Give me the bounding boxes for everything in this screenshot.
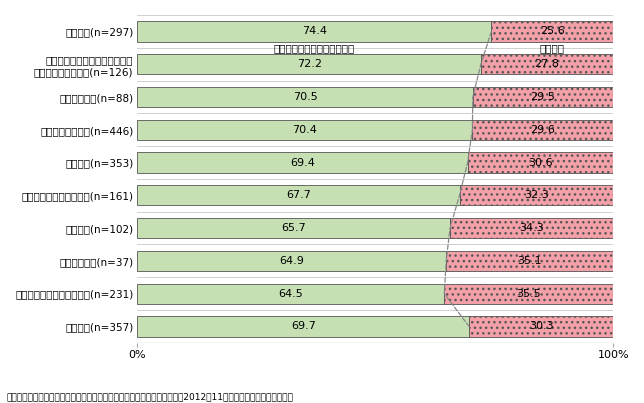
Bar [491, 21, 613, 42]
Text: 34.3: 34.3 [519, 223, 544, 233]
Text: 35.1: 35.1 [517, 256, 542, 266]
Text: 30.6: 30.6 [528, 158, 553, 168]
Bar [468, 152, 613, 173]
Bar [137, 218, 450, 238]
Bar [137, 185, 460, 206]
Text: 72.2: 72.2 [297, 59, 321, 69]
Bar [469, 316, 613, 337]
Text: 69.4: 69.4 [290, 158, 315, 168]
Bar [137, 54, 481, 74]
Text: 69.7: 69.7 [291, 322, 316, 331]
Text: 特にない: 特にない [540, 43, 565, 53]
Bar [137, 21, 491, 42]
Text: 27.8: 27.8 [535, 59, 560, 69]
Text: 67.7: 67.7 [286, 190, 311, 200]
Text: 64.5: 64.5 [278, 289, 303, 299]
Bar [444, 283, 613, 304]
Text: 64.9: 64.9 [279, 256, 304, 266]
Text: 70.4: 70.4 [292, 125, 317, 135]
Text: 35.5: 35.5 [516, 289, 541, 299]
Bar [137, 283, 444, 304]
Bar [472, 120, 613, 140]
Text: 25.6: 25.6 [540, 26, 565, 36]
Bar [473, 87, 613, 107]
Bar [137, 87, 473, 107]
Text: 29.6: 29.6 [531, 125, 555, 135]
Text: 資料：中小企業庁委託「中小企業の事業承継に関するアンケート調査」（2012年11月、（株）野村総合研究所）: 資料：中小企業庁委託「中小企業の事業承継に関するアンケート調査」（2012年11… [6, 392, 293, 401]
Bar [460, 185, 613, 206]
Bar [481, 54, 613, 74]
Bar [137, 251, 446, 271]
Text: 32.3: 32.3 [524, 190, 549, 200]
Text: 30.3: 30.3 [529, 322, 553, 331]
Text: 29.5: 29.5 [531, 92, 555, 102]
Bar [446, 251, 613, 271]
Bar [137, 120, 472, 140]
Bar [137, 152, 468, 173]
Text: 70.5: 70.5 [293, 92, 317, 102]
Bar [450, 218, 613, 238]
Text: 65.7: 65.7 [281, 223, 306, 233]
Text: 問題になりそうなことがある: 問題になりそうなことがある [274, 43, 355, 53]
Bar [137, 316, 469, 337]
Text: 74.4: 74.4 [302, 26, 327, 36]
